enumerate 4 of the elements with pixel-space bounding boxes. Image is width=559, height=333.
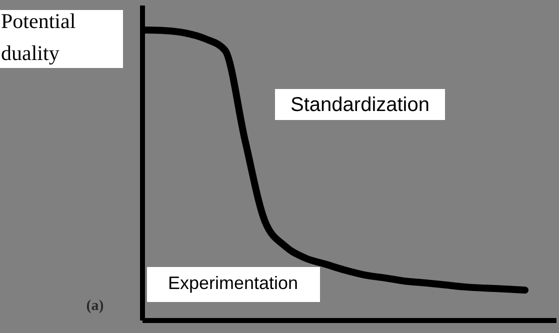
annotation: Standardization (290, 94, 430, 116)
y-axis-title: Potential duality (1, 9, 76, 65)
annotation: Experimentation (168, 273, 298, 293)
text: (a) (86, 298, 104, 314)
